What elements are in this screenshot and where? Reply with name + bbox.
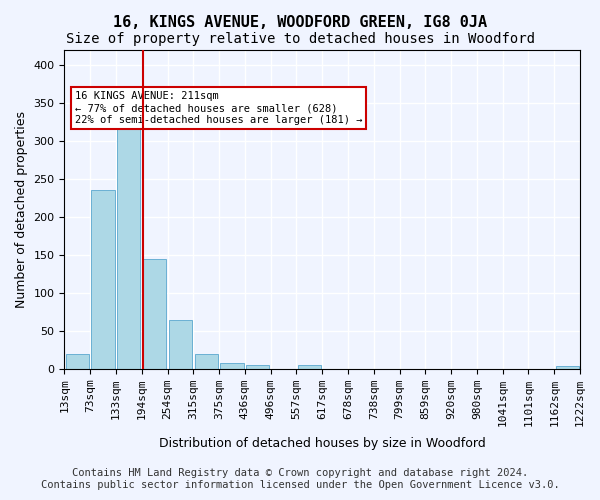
X-axis label: Distribution of detached houses by size in Woodford: Distribution of detached houses by size … <box>159 437 485 450</box>
Bar <box>65 354 89 369</box>
Bar <box>169 320 192 369</box>
Y-axis label: Number of detached properties: Number of detached properties <box>15 111 28 308</box>
Bar <box>117 126 140 369</box>
Text: 16 KINGS AVENUE: 211sqm
← 77% of detached houses are smaller (628)
22% of semi-d: 16 KINGS AVENUE: 211sqm ← 77% of detache… <box>75 92 362 124</box>
Bar <box>194 354 218 369</box>
Bar <box>246 365 269 369</box>
Text: 16, KINGS AVENUE, WOODFORD GREEN, IG8 0JA: 16, KINGS AVENUE, WOODFORD GREEN, IG8 0J… <box>113 15 487 30</box>
Bar <box>298 365 321 369</box>
Bar <box>143 259 166 369</box>
Bar <box>220 363 244 369</box>
Bar <box>91 190 115 369</box>
Bar <box>556 366 579 369</box>
Text: Contains HM Land Registry data © Crown copyright and database right 2024.
Contai: Contains HM Land Registry data © Crown c… <box>41 468 559 490</box>
Text: Size of property relative to detached houses in Woodford: Size of property relative to detached ho… <box>65 32 535 46</box>
